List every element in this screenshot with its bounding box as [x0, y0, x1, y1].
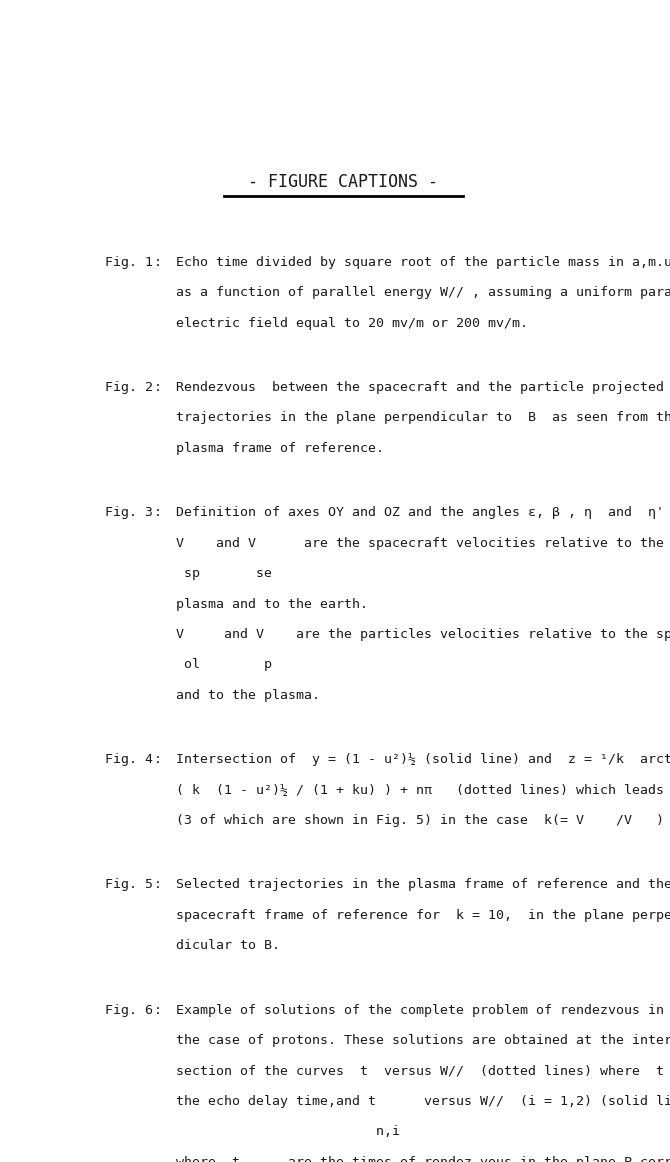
Text: sp       se: sp se	[176, 567, 272, 580]
Text: Fig. 1: Fig. 1	[105, 256, 153, 268]
Text: Rendezvous  between the spacecraft and the particle projected: Rendezvous between the spacecraft and th…	[176, 381, 664, 394]
Text: :: :	[154, 381, 162, 394]
Text: Fig. 3: Fig. 3	[105, 507, 153, 519]
Text: dicular to B.: dicular to B.	[176, 939, 280, 953]
Text: V     and V    are the particles velocities relative to the spacecraft: V and V are the particles velocities rel…	[176, 627, 670, 641]
Text: Definition of axes OY and OZ and the angles ε, β , η  and  η': Definition of axes OY and OZ and the ang…	[176, 507, 664, 519]
Text: :: :	[154, 878, 162, 891]
Text: ( k  (1 - u²)½ / (1 + ku) ) + nπ   (dotted lines) which leads to 5 solutions for: ( k (1 - u²)½ / (1 + ku) ) + nπ (dotted …	[176, 783, 670, 797]
Text: Echo time divided by square root of the particle mass in a,m.u.: Echo time divided by square root of the …	[176, 256, 670, 268]
Text: Intersection of  y = (1 - u²)½ (solid line) and  z = ¹/k  arctg: Intersection of y = (1 - u²)½ (solid lin…	[176, 753, 670, 766]
Text: V    and V      are the spacecraft velocities relative to the: V and V are the spacecraft velocities re…	[176, 537, 664, 550]
Text: :: :	[154, 1004, 162, 1017]
Text: the echo delay time,and t      versus W//  (i = 1,2) (solid lines): the echo delay time,and t versus W// (i …	[176, 1095, 670, 1109]
Text: the case of protons. These solutions are obtained at the inter-: the case of protons. These solutions are…	[176, 1034, 670, 1047]
Text: (3 of which are shown in Fig. 5) in the case  k(= V    /V   ) = 10.: (3 of which are shown in Fig. 5) in the …	[176, 815, 670, 827]
Text: spacecraft frame of reference for  k = 10,  in the plane perpen-: spacecraft frame of reference for k = 10…	[176, 909, 670, 921]
Text: Fig. 2: Fig. 2	[105, 381, 153, 394]
Text: as a function of parallel energy W// , assuming a uniform parallel: as a function of parallel energy W// , a…	[176, 286, 670, 299]
Text: Fig. 6: Fig. 6	[105, 1004, 153, 1017]
Text: and to the plasma.: and to the plasma.	[176, 689, 320, 702]
Text: where  t      are the times of rendez-vous in the plane P corres-: where t are the times of rendez-vous in …	[176, 1156, 670, 1162]
Text: :: :	[154, 753, 162, 766]
Text: plasma and to the earth.: plasma and to the earth.	[176, 597, 368, 610]
Text: ol        p: ol p	[176, 659, 272, 672]
Text: section of the curves  t  versus W//  (dotted lines) where  t  is: section of the curves t versus W// (dott…	[176, 1064, 670, 1077]
Text: Fig. 4: Fig. 4	[105, 753, 153, 766]
Text: Selected trajectories in the plasma frame of reference and the: Selected trajectories in the plasma fram…	[176, 878, 670, 891]
Text: - FIGURE CAPTIONS -: - FIGURE CAPTIONS -	[249, 173, 438, 192]
Text: plasma frame of reference.: plasma frame of reference.	[176, 442, 384, 454]
Text: :: :	[154, 507, 162, 519]
Text: Fig. 5: Fig. 5	[105, 878, 153, 891]
Text: n,i: n,i	[176, 1126, 400, 1139]
Text: electric field equal to 20 mv/m or 200 mv/m.: electric field equal to 20 mv/m or 200 m…	[176, 316, 528, 330]
Text: Example of solutions of the complete problem of rendezvous in: Example of solutions of the complete pro…	[176, 1004, 664, 1017]
Text: trajectories in the plane perpendicular to  B  as seen from the: trajectories in the plane perpendicular …	[176, 411, 670, 424]
Text: :: :	[154, 256, 162, 268]
